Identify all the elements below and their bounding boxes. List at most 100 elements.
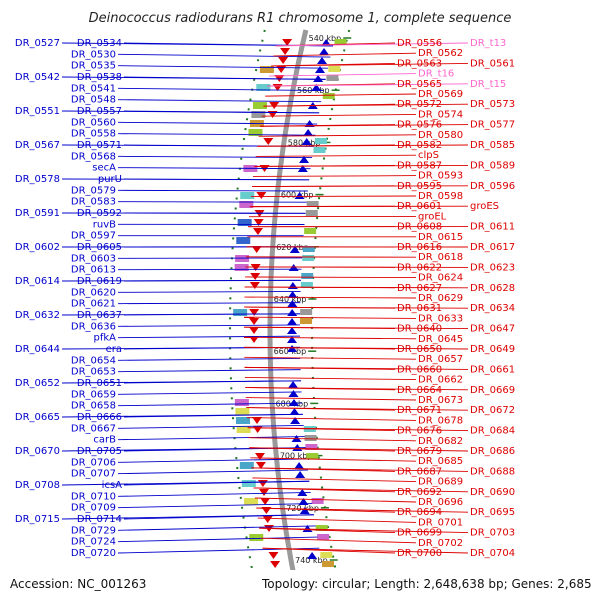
forward-arrow <box>288 399 299 406</box>
gene-block <box>300 282 313 288</box>
gene-label: DR_0620 <box>71 287 116 298</box>
forward-arrow <box>311 84 322 91</box>
gene-label: DR_0562 <box>418 48 463 59</box>
gene-label: DR_0561 <box>470 58 515 69</box>
gene-label: DR_0558 <box>71 129 116 140</box>
gene-label: DR_0623 <box>470 262 515 273</box>
reverse-arrow <box>254 453 265 460</box>
leader-line <box>245 397 417 401</box>
leader-line <box>117 291 301 293</box>
gene-label: DR_0660 <box>397 364 442 375</box>
gene-label: DR_0527 <box>15 38 60 49</box>
leader-line <box>117 53 331 58</box>
gene-label: DR_0653 <box>71 367 116 378</box>
gene-block <box>328 66 341 72</box>
gene-block <box>248 129 263 136</box>
leader-line <box>123 380 302 384</box>
gene-label: icsA <box>102 480 122 491</box>
gene-label: DR_0563 <box>397 58 442 69</box>
gene-block <box>252 102 267 109</box>
forward-arrow <box>287 291 298 298</box>
gene-block <box>304 435 317 441</box>
gene-label: DR_t13 <box>470 38 506 49</box>
leader-line <box>261 113 417 117</box>
leader-line <box>117 167 311 170</box>
gene-block <box>311 498 324 504</box>
gene-block <box>234 264 249 271</box>
gene-label: DR_0702 <box>418 538 463 549</box>
gene-label: ruvB <box>93 219 116 230</box>
gene-label: DR_0650 <box>397 344 442 355</box>
gene-label: DR_0596 <box>470 181 515 192</box>
gene-label: DR_0658 <box>71 401 116 412</box>
leader-line <box>251 467 469 472</box>
gene-block <box>300 318 313 324</box>
leader-line <box>244 316 417 319</box>
forward-arrow <box>287 327 298 334</box>
gene-block <box>334 39 347 45</box>
leader-line <box>117 324 301 327</box>
leader-line <box>117 436 305 441</box>
gene-label: DR_0618 <box>418 252 463 263</box>
gene-label: DR_0538 <box>77 72 122 83</box>
gene-label: DR_0556 <box>397 38 442 49</box>
gene-label: DR_0628 <box>470 283 515 294</box>
leader-line <box>123 76 326 80</box>
leader-line <box>117 133 316 136</box>
gene-label: DR_0603 <box>71 253 116 264</box>
leader-line <box>244 296 417 299</box>
leader-line <box>123 110 320 114</box>
gene-label: secA <box>92 163 116 174</box>
gene-block <box>322 561 335 567</box>
gene-label: DR_0670 <box>15 446 60 457</box>
gene-block <box>300 309 313 315</box>
reverse-arrow <box>270 561 281 568</box>
leader-line <box>273 52 417 57</box>
gene-block <box>240 192 255 199</box>
gene-label: DR_0578 <box>15 174 60 185</box>
map-title: Deinococcus radiodurans R1 chromosome 1,… <box>89 11 512 26</box>
gene-label: DR_0577 <box>470 120 515 131</box>
gene-label: DR_0715 <box>15 514 60 525</box>
gene-block <box>234 399 249 406</box>
forward-arrow <box>317 57 328 64</box>
leader-line <box>256 507 469 513</box>
leader-line <box>123 514 314 520</box>
gene-label: DR_0664 <box>397 385 442 396</box>
gene-label: DR_0636 <box>71 321 116 332</box>
leader-line <box>249 447 469 452</box>
gene-label: DR_0583 <box>71 197 116 208</box>
reverse-arrow <box>252 228 263 235</box>
gene-label: DR_0579 <box>71 185 116 196</box>
leader-line <box>269 73 417 77</box>
reverse-arrow <box>258 489 269 496</box>
leader-line <box>254 164 469 167</box>
forward-arrow <box>287 345 298 352</box>
gene-label: DR_0601 <box>397 201 442 212</box>
leader-line <box>117 189 308 192</box>
gene-label: DR_0696 <box>418 497 463 508</box>
leader-line <box>244 356 417 360</box>
leader-line <box>117 402 303 407</box>
gene-label: DR_0585 <box>470 140 515 151</box>
reverse-arrow <box>250 264 261 271</box>
gene-label: DR_0568 <box>71 151 116 162</box>
reverse-arrow <box>256 192 267 199</box>
leader-line <box>244 286 469 289</box>
gene-block <box>239 462 254 469</box>
gene-label: DR_0565 <box>397 79 442 90</box>
gene-label: groES <box>470 201 499 212</box>
gene-label: DR_0714 <box>77 514 122 525</box>
leader-line <box>246 407 469 411</box>
gene-block <box>259 66 274 73</box>
gene-label: DR_0689 <box>418 477 463 488</box>
gene-label: DR_0582 <box>397 140 442 151</box>
gene-label: DR_0708 <box>15 480 60 491</box>
leader-line <box>248 437 417 442</box>
leader-line <box>262 547 469 554</box>
leader-line <box>260 124 469 127</box>
gene-label: DR_0619 <box>77 276 122 287</box>
leader-line <box>250 195 417 198</box>
gene-label: DR_0627 <box>397 283 442 294</box>
